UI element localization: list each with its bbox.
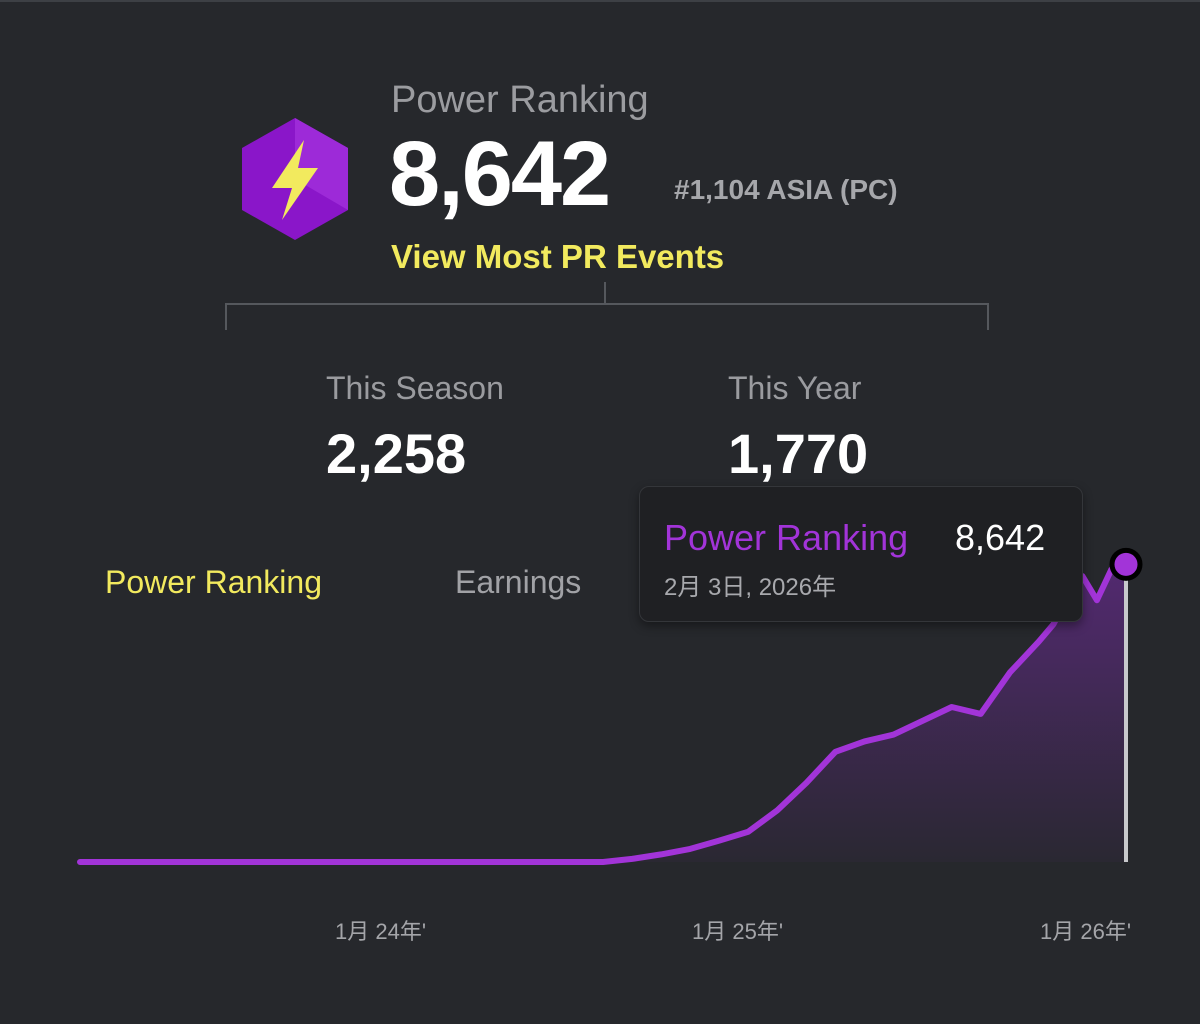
tooltip-date: 2月 3日, 2026年 — [664, 574, 837, 601]
this-season-value: 2,258 — [326, 422, 467, 485]
x-tick-label: 1月 25年' — [692, 919, 784, 944]
x-tick-label: 1月 26年' — [1040, 919, 1132, 944]
tab-earnings[interactable]: Earnings — [455, 564, 582, 600]
lightning-hexagon-icon — [242, 118, 348, 240]
stats-bracket-divider — [225, 282, 989, 330]
tooltip-series-label: Power Ranking — [664, 517, 909, 558]
this-year-label: This Year — [728, 370, 862, 406]
this-year-value: 1,770 — [728, 422, 869, 485]
power-ranking-value: 8,642 — [389, 123, 611, 225]
chart-tooltip: Power Ranking 8,642 2月 3日, 2026年 — [639, 486, 1083, 622]
series-area — [80, 564, 1126, 862]
data-point-marker[interactable] — [1109, 547, 1143, 581]
view-most-pr-events-link[interactable]: View Most PR Events — [391, 238, 725, 275]
tab-power-ranking[interactable]: Power Ranking — [105, 564, 322, 600]
regional-rank: #1,104 ASIA (PC) — [674, 174, 898, 205]
this-season-label: This Season — [326, 370, 504, 406]
power-ranking-title: Power Ranking — [391, 79, 649, 121]
tooltip-value: 8,642 — [955, 517, 1046, 558]
top-divider — [0, 0, 1200, 2]
x-tick-label: 1月 24年' — [335, 919, 427, 944]
